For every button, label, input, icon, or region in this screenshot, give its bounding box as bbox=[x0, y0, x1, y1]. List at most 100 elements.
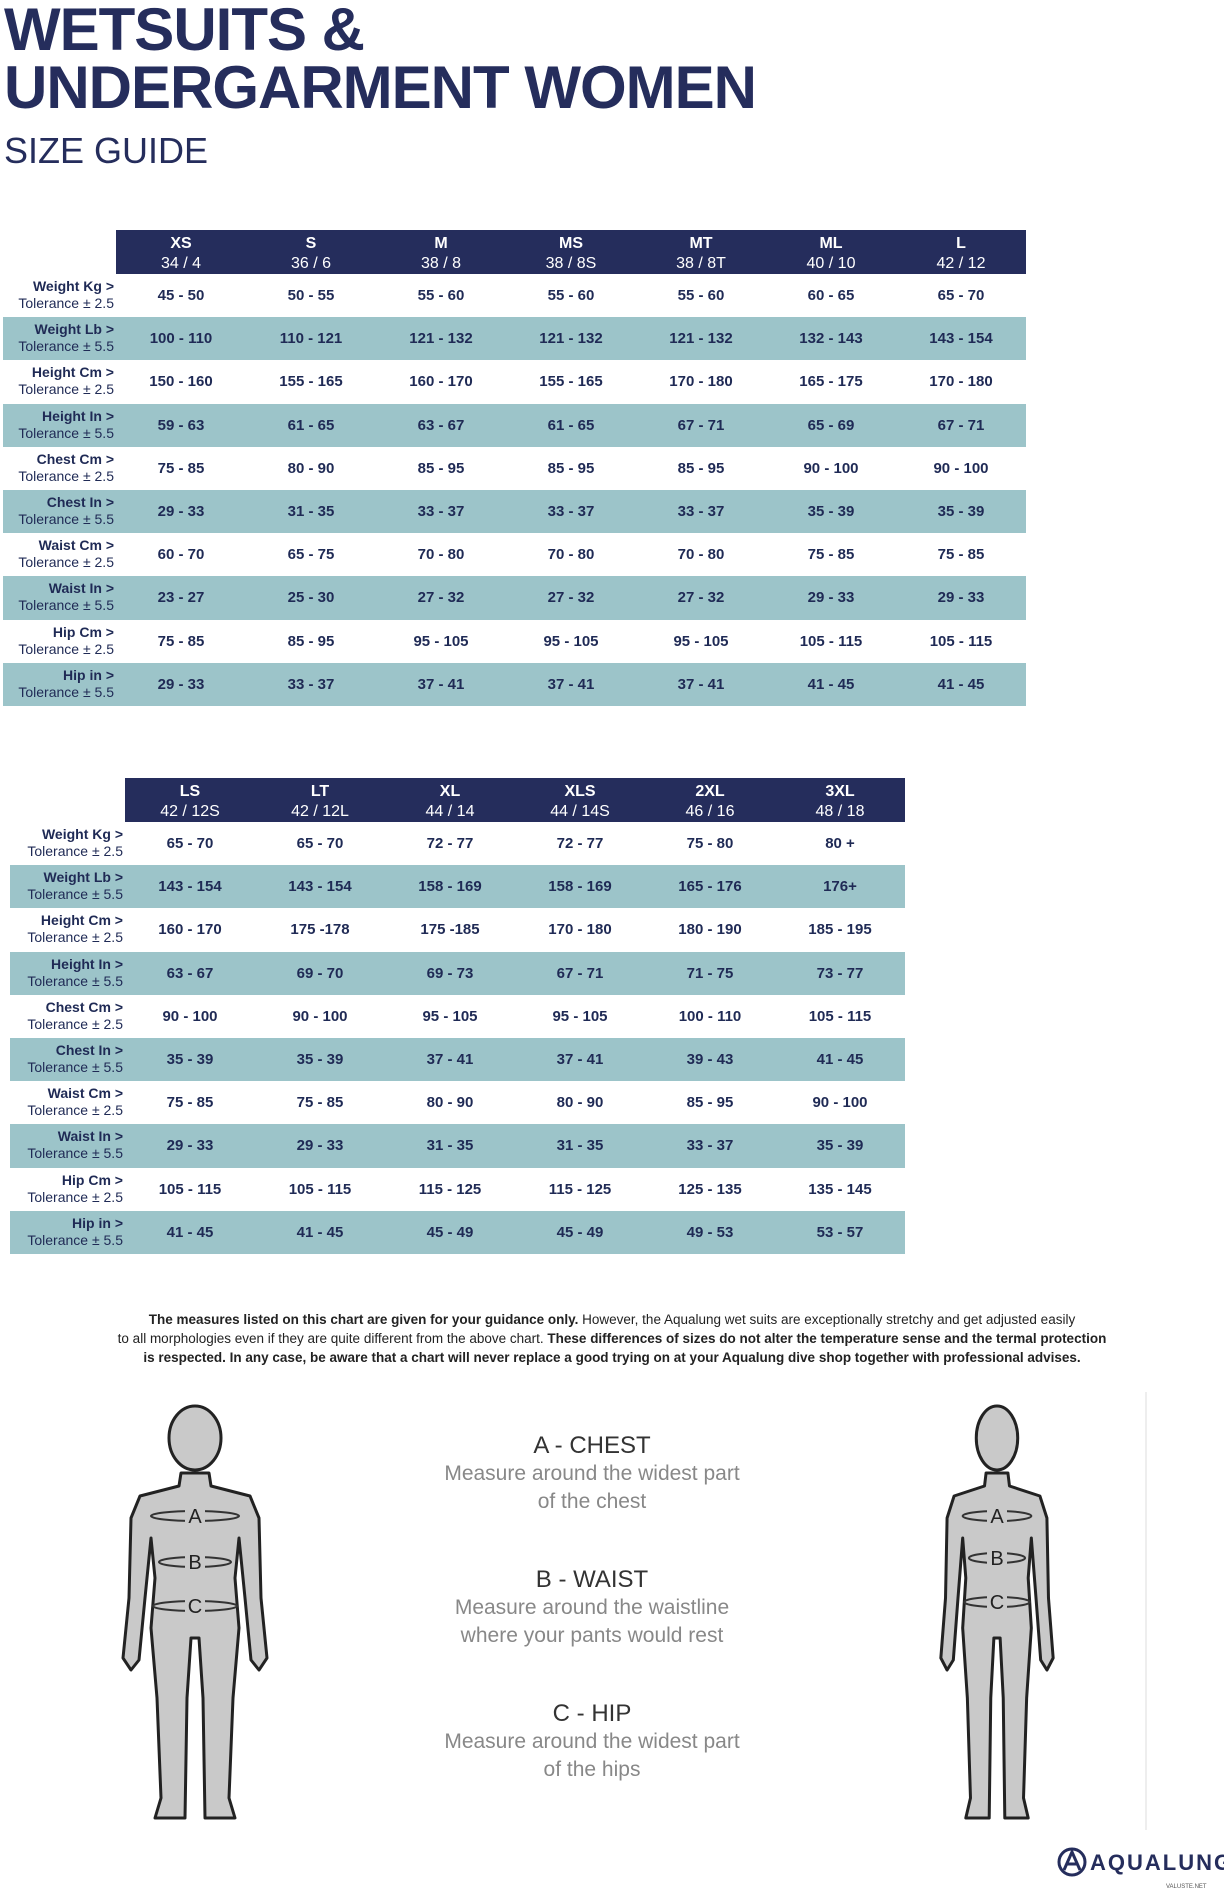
header-cell: M 38 / 8 bbox=[376, 230, 506, 273]
size-value: 29 - 33 bbox=[166, 1137, 214, 1155]
row-label: Hip in > Tolerance ± 5.5 bbox=[0, 663, 114, 701]
size-label: LT bbox=[310, 783, 330, 800]
tolerance: Tolerance ± 5.5 bbox=[27, 1145, 123, 1162]
size-value: 85 - 95 bbox=[677, 459, 725, 477]
size-value: 175 -185 bbox=[420, 921, 480, 939]
size-value: 53 - 57 bbox=[816, 1223, 864, 1241]
measure-label: Chest Cm > bbox=[45, 998, 123, 1015]
size-value: 35 - 39 bbox=[296, 1051, 344, 1068]
row-shade bbox=[10, 1210, 905, 1254]
size-value: 37 - 41 bbox=[426, 1051, 474, 1068]
size-value: 95 - 105 bbox=[552, 1007, 608, 1025]
size-value: 31 - 35 bbox=[556, 1137, 604, 1155]
tolerance: Tolerance ± 5.5 bbox=[18, 511, 114, 527]
size-value: 55 - 60 bbox=[677, 287, 725, 304]
size-value: 29 - 33 bbox=[937, 589, 985, 607]
row-label: Chest In > Tolerance ± 5.5 bbox=[0, 490, 114, 528]
size-value: 29 - 33 bbox=[157, 503, 205, 520]
header-cell: XS 34 / 4 bbox=[116, 230, 246, 273]
size-value: 45 - 49 bbox=[426, 1223, 474, 1241]
size-value: 61 - 65 bbox=[287, 416, 335, 434]
row-label: Weight Kg > Tolerance ± 2.5 bbox=[0, 274, 114, 312]
size-value: 45 - 49 bbox=[556, 1223, 604, 1241]
row-label: Waist Cm > Tolerance ± 2.5 bbox=[0, 1081, 123, 1119]
eu-size-label: 34 / 4 bbox=[160, 255, 202, 272]
size-label: 3XL bbox=[825, 783, 855, 800]
size-label: L bbox=[956, 235, 966, 252]
size-label: MT bbox=[689, 235, 713, 252]
size-value: 67 - 71 bbox=[556, 964, 604, 982]
size-value: 72 - 77 bbox=[556, 835, 604, 852]
size-value: 37 - 41 bbox=[547, 675, 595, 693]
size-value: 185 - 195 bbox=[808, 921, 872, 939]
size-value: 165 - 175 bbox=[799, 373, 863, 391]
size-value: 75 - 85 bbox=[157, 632, 205, 650]
tolerance: Tolerance ± 5.5 bbox=[18, 338, 114, 355]
title-line: UNDERGARMENT WOMEN bbox=[4, 54, 757, 121]
letter-bg bbox=[987, 1548, 1007, 1568]
figure-letter: A bbox=[990, 1506, 1004, 1528]
size-value: 33 - 37 bbox=[686, 1137, 734, 1155]
size-value: 170 - 180 bbox=[929, 373, 993, 391]
size-value: 105 - 115 bbox=[158, 1180, 222, 1198]
size-value: 75 - 85 bbox=[807, 546, 855, 564]
size-value: 35 - 39 bbox=[807, 503, 855, 520]
size-value: 41 - 45 bbox=[166, 1223, 214, 1241]
size-value: 70 - 80 bbox=[417, 546, 465, 564]
tolerance: Tolerance ± 2.5 bbox=[27, 1015, 123, 1032]
row-shade bbox=[3, 403, 1026, 447]
measure-text: Measure around the widest part bbox=[444, 1462, 740, 1485]
row-label: Height Cm > Tolerance ± 2.5 bbox=[0, 908, 123, 946]
size-label: S bbox=[305, 235, 317, 252]
measure-heading: C - HIP bbox=[552, 1700, 632, 1727]
measure-label: Weight Lb > bbox=[43, 869, 123, 886]
note-text: to all morphologies even if they are qui… bbox=[117, 1331, 544, 1346]
size-value: 55 - 60 bbox=[417, 287, 465, 304]
size-value: 143 - 154 bbox=[158, 878, 222, 896]
size-value: 90 - 100 bbox=[292, 1007, 348, 1025]
size-value: 115 - 125 bbox=[418, 1180, 482, 1198]
size-value: 85 - 95 bbox=[686, 1094, 734, 1112]
row-shade bbox=[10, 1038, 905, 1082]
size-value: 90 - 100 bbox=[933, 459, 989, 477]
size-value: 121 - 132 bbox=[539, 330, 603, 348]
size-value: 176+ bbox=[823, 878, 857, 896]
table-header: XS 34 / 4 S 36 / 6 M 38 / 8 MS 38 / 8S MT 38 / 8T… bbox=[116, 230, 1026, 274]
row-shade bbox=[10, 865, 905, 909]
tolerance: Tolerance ± 5.5 bbox=[27, 886, 123, 903]
head bbox=[167, 1404, 223, 1472]
size-value: 60 - 65 bbox=[807, 287, 855, 304]
size-value: 33 - 37 bbox=[417, 503, 465, 520]
measure-text: of the hips bbox=[543, 1758, 641, 1781]
size-value: 100 - 110 bbox=[678, 1007, 742, 1025]
size-value: 80 - 90 bbox=[426, 1094, 474, 1112]
size-value: 29 - 33 bbox=[807, 589, 855, 607]
size-value: 41 - 45 bbox=[816, 1051, 864, 1068]
size-value: 49 - 53 bbox=[686, 1223, 734, 1241]
size-value: 27 - 32 bbox=[417, 589, 465, 607]
note-line: The measures listed on this chart are gi… bbox=[0, 1310, 1224, 1329]
size-value: 105 - 115 bbox=[929, 632, 993, 650]
size-value: 135 - 145 bbox=[808, 1180, 872, 1198]
size-value: 61 - 65 bbox=[547, 416, 595, 434]
tolerance: Tolerance ± 2.5 bbox=[27, 929, 123, 946]
row-label: Height In > Tolerance ± 5.5 bbox=[0, 404, 114, 442]
measure-label: Waist In > bbox=[57, 1128, 123, 1145]
size-value: 95 - 105 bbox=[543, 632, 599, 650]
size-value: 65 - 75 bbox=[287, 546, 335, 564]
size-value: 67 - 71 bbox=[937, 416, 985, 434]
letter-bg bbox=[185, 1596, 205, 1616]
measure-text: of the chest bbox=[537, 1490, 647, 1513]
row-shade bbox=[3, 662, 1026, 706]
tolerance: Tolerance ± 5.5 bbox=[18, 424, 114, 441]
subtitle: SIZE GUIDE bbox=[4, 130, 209, 171]
tolerance: Tolerance ± 5.5 bbox=[18, 597, 114, 614]
measure-label: Waist Cm > bbox=[47, 1085, 123, 1102]
row-shade bbox=[3, 576, 1026, 620]
measure-label: Height Cm > bbox=[31, 364, 114, 381]
note-text: However, the Aqualung wet suits are exce… bbox=[578, 1312, 1076, 1327]
eu-size-label: 42 / 12 bbox=[936, 255, 986, 272]
measure-label: Waist In > bbox=[48, 580, 114, 597]
